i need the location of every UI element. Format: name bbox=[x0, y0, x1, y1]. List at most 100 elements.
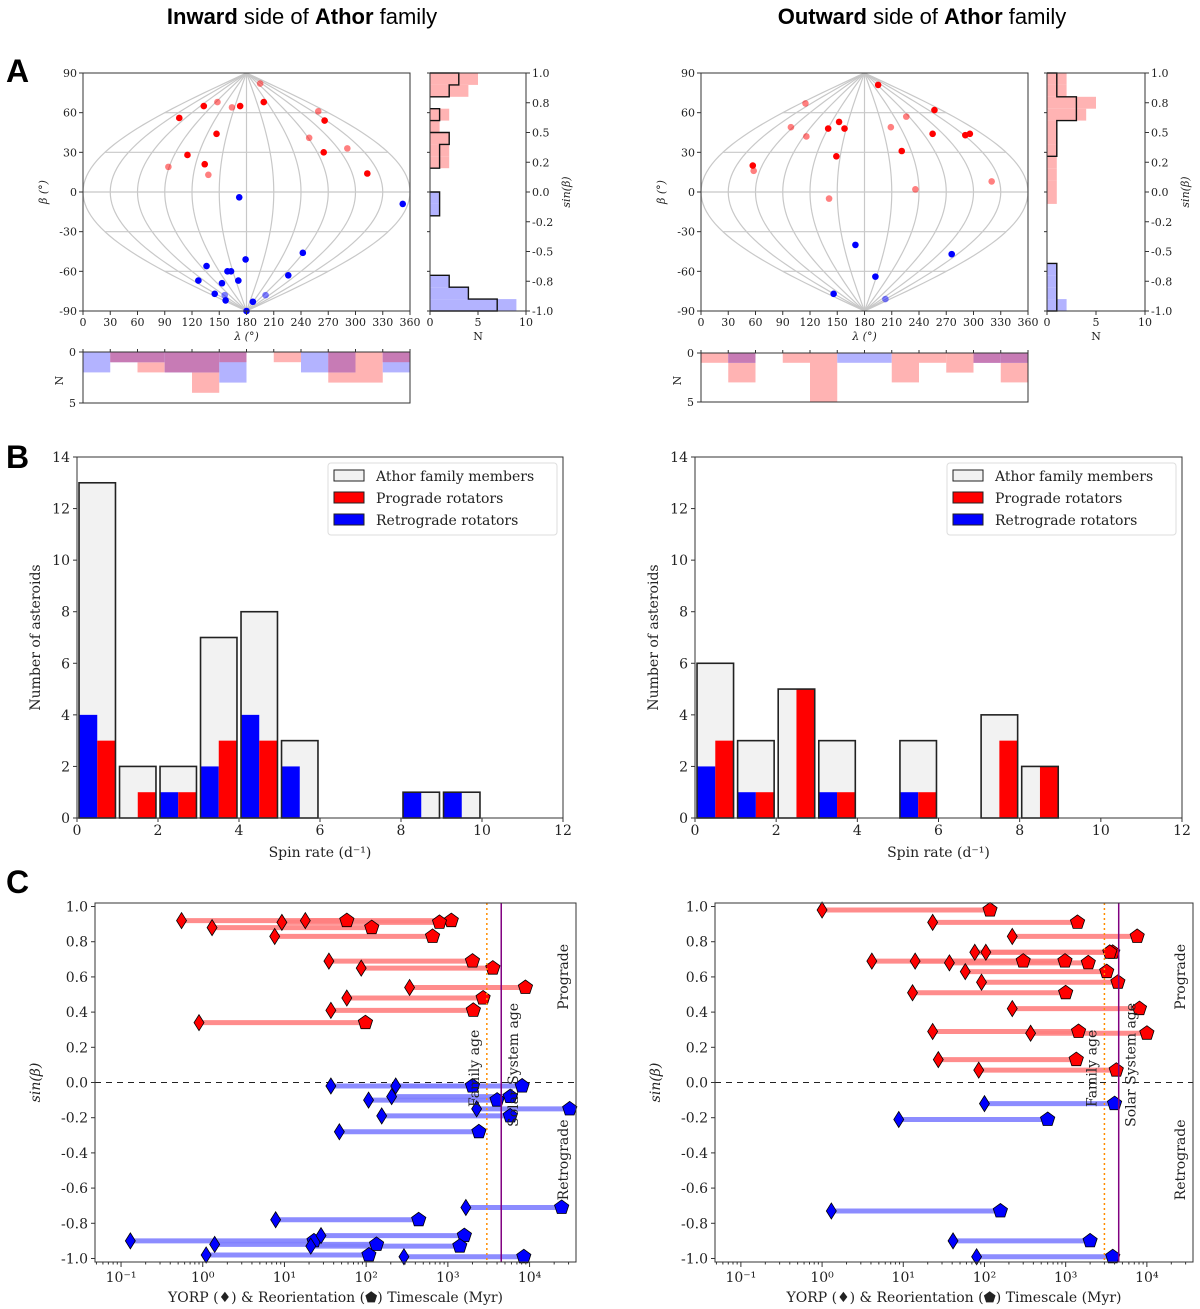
y-axis-label: sin(β) bbox=[560, 176, 573, 207]
y-tick-label: 90 bbox=[681, 67, 695, 80]
y-tick-label: 0.6 bbox=[66, 970, 88, 986]
x-tick-label: 300 bbox=[963, 316, 984, 329]
retrograde-yorp-diamond bbox=[893, 1110, 905, 1129]
y-axis-label: N bbox=[671, 375, 684, 385]
retrograde-bar bbox=[737, 792, 756, 818]
panel-label-a: A bbox=[6, 53, 29, 89]
retrograde-yorp-diamond bbox=[971, 1247, 983, 1266]
x-tick-label: 10¹ bbox=[273, 1270, 296, 1286]
x-tick-label: 10³ bbox=[1054, 1270, 1077, 1286]
y-tick-label: 6 bbox=[679, 656, 688, 672]
y-tick-label: -0.4 bbox=[681, 1146, 708, 1162]
prograde-yorp-diamond bbox=[1006, 999, 1018, 1018]
y-tick-label: 0.0 bbox=[66, 1076, 88, 1092]
x-tick-label: 10⁰ bbox=[810, 1270, 834, 1286]
outline-step bbox=[430, 72, 498, 312]
retrograde-bar bbox=[430, 203, 440, 216]
retrograde-bar bbox=[200, 766, 219, 818]
y-axis-label: sin(β) bbox=[1179, 176, 1192, 207]
legend-swatch bbox=[333, 513, 365, 526]
retrograde-yorp-diamond bbox=[315, 1226, 327, 1245]
prograde-pole-point bbox=[364, 170, 371, 177]
prograde-pole-point bbox=[201, 160, 209, 168]
legend-swatch bbox=[952, 513, 984, 526]
x-tick-label: 0 bbox=[80, 316, 87, 329]
legend-swatch bbox=[952, 491, 984, 504]
x-axis-label: λ (°) bbox=[851, 330, 877, 343]
prograde-reorientation-pentagon bbox=[1099, 963, 1115, 979]
retrograde-bar bbox=[443, 792, 462, 818]
retrograde-bar bbox=[281, 766, 300, 818]
retrograde-pole-point bbox=[299, 249, 307, 257]
x-tick-label: 10³ bbox=[436, 1270, 459, 1286]
prograde-bar bbox=[178, 792, 197, 818]
retrograde-pole-point bbox=[242, 256, 249, 263]
prograde-reorientation-pentagon bbox=[1070, 1023, 1087, 1038]
y-tick-label: 0.0 bbox=[686, 1076, 708, 1092]
prograde-bar bbox=[1039, 766, 1059, 818]
x-tick-label: 60 bbox=[131, 316, 145, 329]
retrograde-yorp-diamond bbox=[363, 1091, 375, 1109]
y-tick-label: 12 bbox=[52, 502, 70, 518]
prograde-pole-point bbox=[750, 167, 757, 175]
title-inward-bold-side: Inward bbox=[167, 4, 238, 29]
prograde-reorientation-pentagon bbox=[517, 979, 534, 994]
prograde-reorientation-pentagon bbox=[443, 912, 459, 928]
retrograde-reorientation-pentagon bbox=[1105, 1248, 1121, 1264]
prograde-bar bbox=[259, 740, 278, 818]
prograde-bar bbox=[810, 353, 838, 402]
retrograde-pole-point bbox=[882, 295, 889, 303]
prograde-yorp-diamond bbox=[866, 952, 878, 970]
x-tick-label: 60 bbox=[749, 316, 763, 329]
retrograde-reorientation-pentagon bbox=[411, 1211, 427, 1227]
title-inward-mid: side of bbox=[238, 4, 315, 29]
retrograde-yorp-diamond bbox=[390, 1077, 402, 1095]
retrograde-bar bbox=[241, 714, 260, 818]
x-tick-label: 30 bbox=[103, 316, 117, 329]
prograde-bar bbox=[1047, 168, 1057, 181]
x-tick-label: 240 bbox=[291, 316, 312, 329]
retrograde-reorientation-pentagon bbox=[562, 1100, 578, 1116]
prograde-pole-point bbox=[898, 147, 906, 155]
x-tick-label: 330 bbox=[990, 316, 1011, 329]
retrograde-reorientation-pentagon bbox=[516, 1248, 532, 1264]
prograde-pole-point bbox=[165, 163, 172, 171]
prograde-yorp-diamond bbox=[969, 943, 981, 962]
prograde-bar bbox=[999, 740, 1018, 818]
longitude-histogram-inward bbox=[83, 352, 410, 393]
retrograde-pole-point bbox=[872, 273, 879, 280]
prograde-reorientation-pentagon bbox=[1069, 914, 1086, 929]
prograde-reorientation-pentagon bbox=[357, 1014, 374, 1030]
prograde-pole-point bbox=[966, 130, 974, 138]
prograde-bar bbox=[430, 73, 478, 85]
prograde-yorp-diamond bbox=[325, 1001, 337, 1020]
x-tick-label: 12 bbox=[554, 823, 572, 839]
y-tick-label: 0 bbox=[69, 346, 76, 359]
prograde-reorientation-pentagon bbox=[1057, 953, 1073, 968]
prograde-reorientation-pentagon bbox=[485, 960, 501, 975]
y-tick-label: -0.8 bbox=[61, 1216, 88, 1232]
x-tick-label: 0 bbox=[1044, 316, 1051, 329]
y-tick-label: 0.5 bbox=[1151, 127, 1169, 140]
retrograde-reorientation-pentagon bbox=[514, 1078, 530, 1093]
y-tick-label: -0.2 bbox=[61, 1111, 88, 1127]
retrograde-bar bbox=[697, 766, 716, 818]
x-tick-label: 180 bbox=[854, 316, 875, 329]
prograde-bar bbox=[755, 792, 775, 818]
x-tick-label: 180 bbox=[236, 316, 257, 329]
prograde-pole-point bbox=[205, 171, 212, 179]
prograde-reorientation-pentagon bbox=[982, 902, 998, 917]
retrograde-bar bbox=[83, 352, 111, 373]
y-axis-label: β (°) bbox=[655, 180, 668, 205]
prograde-reorientation-pentagon bbox=[1108, 1062, 1124, 1077]
legend-box bbox=[327, 462, 558, 536]
retrograde-yorp-diamond bbox=[825, 1202, 837, 1220]
retrograde-reorientation-pentagon bbox=[464, 1078, 481, 1093]
prograde-reorientation-pentagon bbox=[475, 990, 491, 1005]
y-tick-label: 1.0 bbox=[66, 900, 88, 916]
y-tick-label: 0.4 bbox=[686, 1005, 708, 1021]
x-axis-label: Spin rate (d⁻¹) bbox=[269, 845, 372, 861]
x-axis-label: N bbox=[473, 330, 483, 343]
x-tick-label: 10⁻¹ bbox=[106, 1270, 137, 1286]
y-tick-label: 30 bbox=[681, 146, 695, 159]
